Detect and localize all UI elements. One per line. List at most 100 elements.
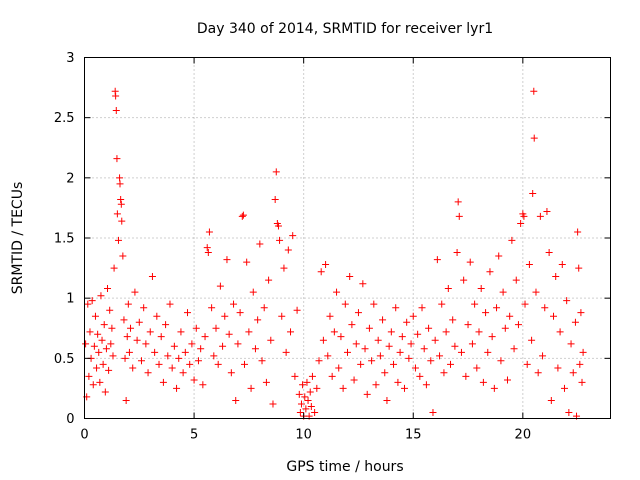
data-point	[188, 340, 196, 348]
data-point	[454, 198, 462, 206]
data-point	[177, 328, 185, 336]
data-point	[565, 408, 573, 416]
y-tick-label: 0	[66, 412, 74, 427]
axis-ticks: 0 0.5 1 1.5 2 2.5 3 0 5 10 15 20	[54, 51, 611, 443]
data-point	[119, 252, 127, 260]
data-point	[567, 340, 575, 348]
data-point	[186, 360, 194, 368]
data-point	[361, 345, 369, 353]
data-point	[414, 330, 422, 338]
data-point	[536, 212, 544, 220]
data-point	[104, 285, 112, 293]
data-point	[212, 324, 220, 332]
data-point	[249, 288, 257, 296]
data-point	[501, 324, 509, 332]
data-point	[579, 348, 587, 356]
data-point	[475, 328, 483, 336]
data-point	[532, 288, 540, 296]
data-point	[381, 369, 389, 377]
data-point	[376, 352, 384, 360]
data-point	[433, 256, 441, 264]
data-point	[482, 309, 490, 317]
data-point	[184, 309, 192, 317]
data-point	[554, 364, 562, 372]
data-point	[438, 300, 446, 308]
data-point	[114, 236, 122, 244]
data-point	[442, 328, 450, 336]
data-point	[271, 195, 279, 203]
data-point	[335, 364, 343, 372]
data-point	[357, 360, 365, 368]
data-point	[301, 393, 309, 401]
grid-lines	[84, 57, 611, 419]
data-point	[427, 357, 435, 365]
x-tick-label: 15	[405, 428, 422, 443]
y-tick-label: 2.5	[54, 111, 75, 126]
data-point	[118, 217, 126, 225]
data-point	[523, 360, 531, 368]
data-point	[330, 328, 338, 336]
data-point	[166, 300, 174, 308]
data-point	[484, 348, 492, 356]
data-point	[123, 333, 131, 341]
data-point	[372, 381, 380, 389]
y-tick-label: 0.5	[54, 352, 75, 367]
data-point	[306, 388, 314, 396]
data-point	[497, 357, 505, 365]
data-point	[135, 318, 143, 326]
data-point	[416, 372, 424, 380]
data-point	[278, 312, 286, 320]
data-point	[127, 324, 135, 332]
data-point	[383, 396, 391, 404]
data-point	[359, 280, 367, 288]
data-point	[431, 336, 439, 344]
data-point	[236, 309, 244, 317]
data-point	[201, 333, 209, 341]
data-point	[100, 321, 108, 329]
data-point	[409, 312, 417, 320]
data-point	[102, 345, 110, 353]
data-point	[462, 372, 470, 380]
data-point	[556, 328, 564, 336]
data-point	[530, 87, 538, 95]
data-point	[457, 348, 465, 356]
data-point	[137, 357, 145, 365]
data-point	[110, 264, 118, 272]
data-point	[151, 348, 159, 356]
data-point	[569, 369, 577, 377]
data-point	[550, 312, 558, 320]
data-point	[451, 342, 459, 350]
data-point	[385, 342, 393, 350]
data-point	[85, 372, 93, 380]
data-point	[293, 306, 301, 314]
data-point	[262, 378, 270, 386]
data-point	[175, 354, 183, 362]
data-point	[153, 312, 161, 320]
data-point	[265, 276, 273, 284]
data-point	[254, 316, 262, 324]
x-tick-label: 5	[190, 428, 198, 443]
data-point	[407, 340, 415, 348]
data-point	[258, 357, 266, 365]
data-point	[447, 360, 455, 368]
data-point	[558, 260, 566, 268]
data-point	[307, 402, 315, 410]
data-point	[84, 300, 92, 308]
data-point	[214, 360, 222, 368]
data-point	[346, 273, 354, 281]
data-point	[464, 321, 472, 329]
data-point	[117, 200, 125, 208]
data-point	[287, 328, 295, 336]
data-point	[168, 364, 176, 372]
data-point	[267, 336, 275, 344]
data-point	[333, 288, 341, 296]
data-point	[276, 236, 284, 244]
data-point	[303, 378, 311, 386]
data-point	[440, 369, 448, 377]
data-point	[394, 378, 402, 386]
data-point	[272, 168, 280, 176]
data-point	[539, 352, 547, 360]
data-point	[552, 273, 560, 281]
data-point	[256, 240, 264, 248]
